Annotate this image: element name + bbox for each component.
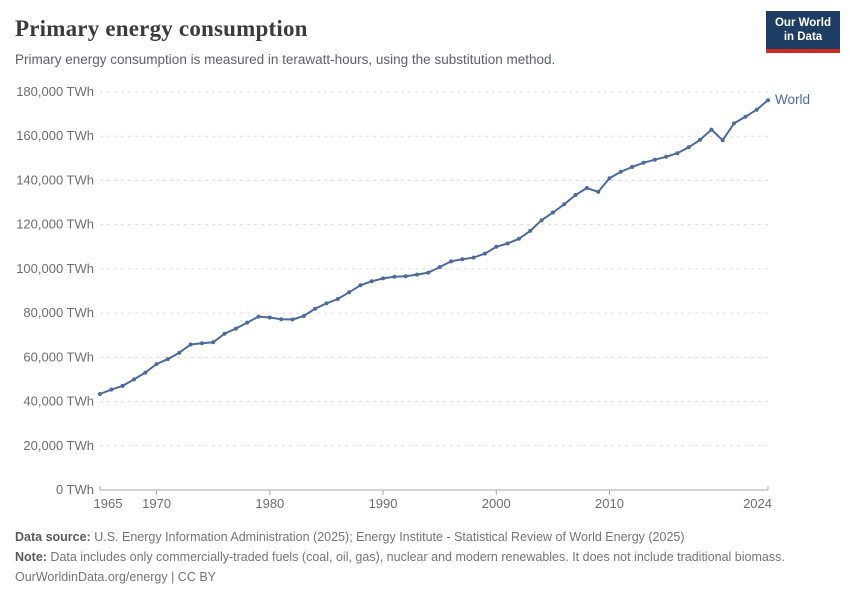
- data-point: [562, 202, 567, 207]
- datasource-label: Data source:: [15, 530, 91, 544]
- data-point: [313, 306, 318, 311]
- data-point: [324, 301, 329, 306]
- data-point: [132, 377, 136, 382]
- series-line-world[interactable]: [99, 99, 769, 395]
- x-axis-tick-label: 1965: [94, 496, 123, 511]
- data-point: [358, 283, 363, 288]
- data-point: [516, 236, 521, 241]
- x-axis-tick-label: 1980: [255, 496, 284, 511]
- x-axis-tick-label: 2024: [743, 496, 772, 511]
- x-axis-tick-label: 2000: [482, 496, 511, 511]
- x-axis-tick-label: 1990: [369, 496, 398, 511]
- owid-logo: Our World in Data: [766, 11, 840, 53]
- y-axis-tick-label: 140,000 TWh: [16, 172, 94, 187]
- data-point: [267, 315, 272, 320]
- data-point: [754, 107, 759, 112]
- note-text: Data includes only commercially-traded f…: [46, 550, 785, 564]
- data-point: [550, 210, 555, 215]
- y-axis-tick-label: 120,000 TWh: [16, 217, 94, 232]
- data-point: [743, 114, 748, 119]
- chart-subtitle: Primary energy consumption is measured i…: [15, 52, 556, 67]
- x-axis-tick-label: 2010: [595, 496, 624, 511]
- data-point: [539, 218, 544, 223]
- data-point: [335, 297, 340, 301]
- data-point: [449, 259, 453, 264]
- data-point: [630, 165, 635, 169]
- data-point: [482, 251, 487, 256]
- data-point: [290, 317, 295, 322]
- data-point: [618, 169, 623, 174]
- y-axis-tick-label: 80,000 TWh: [23, 305, 94, 320]
- data-point: [698, 137, 703, 142]
- data-point: [426, 270, 431, 275]
- datasource-line: Data source: U.S. Energy Information Adm…: [15, 527, 835, 547]
- data-point: [641, 160, 646, 165]
- data-point: [98, 392, 102, 396]
- data-point: [188, 342, 193, 347]
- data-point: [222, 331, 227, 336]
- data-point: [732, 121, 736, 126]
- note-line: Note: Data includes only commercially-tr…: [15, 547, 835, 567]
- data-point: [120, 383, 125, 388]
- owid-logo-line1: Our World: [774, 17, 831, 29]
- data-point: [584, 186, 589, 190]
- series-label-world[interactable]: World: [775, 92, 810, 107]
- data-point: [720, 138, 725, 143]
- y-axis-tick-label: 20,000 TWh: [23, 438, 94, 453]
- data-point: [471, 255, 476, 260]
- data-point: [256, 314, 261, 319]
- data-point: [596, 189, 601, 194]
- owid-logo-line2: in Data: [783, 31, 823, 43]
- y-axis-tick-label: 0 TWh: [56, 482, 94, 497]
- data-point: [652, 157, 657, 162]
- data-point: [573, 193, 578, 197]
- data-point: [686, 145, 691, 150]
- data-point: [437, 265, 442, 270]
- data-point: [279, 317, 284, 322]
- data-point: [766, 98, 770, 103]
- data-point: [301, 314, 306, 318]
- data-point: [664, 154, 669, 159]
- data-point: [245, 320, 250, 325]
- data-point: [381, 276, 386, 281]
- data-point: [369, 279, 374, 284]
- y-axis-tick-label: 60,000 TWh: [23, 349, 94, 364]
- data-point: [607, 176, 612, 181]
- data-point: [143, 370, 148, 375]
- y-axis-tick-label: 40,000 TWh: [23, 394, 94, 409]
- data-point: [415, 272, 419, 277]
- data-point: [177, 350, 182, 355]
- page-title: Primary energy consumption: [15, 16, 308, 41]
- license-line: OurWorldinData.org/energy | CC BY: [15, 570, 217, 584]
- data-point: [675, 151, 680, 156]
- data-point: [392, 274, 397, 279]
- chart-footer: Data source: U.S. Energy Information Adm…: [15, 527, 835, 587]
- data-point: [199, 341, 204, 346]
- data-point: [109, 387, 114, 392]
- data-point: [165, 357, 170, 362]
- data-point: [233, 326, 238, 331]
- chart-canvas[interactable]: 0 TWh 20,000 TWh 40,000 TWh 60,000 TWh 80,00…: [0, 0, 850, 520]
- data-point: [494, 244, 499, 249]
- data-point: [403, 274, 408, 279]
- data-point: [709, 127, 714, 132]
- note-label: Note:: [15, 550, 47, 564]
- data-point: [211, 340, 216, 345]
- datasource-text: U.S. Energy Information Administration (…: [90, 530, 685, 544]
- data-point: [347, 290, 352, 295]
- y-axis-tick-label: 180,000 TWh: [16, 84, 94, 99]
- data-point: [528, 228, 533, 233]
- data-point: [154, 362, 159, 366]
- data-point: [460, 257, 465, 262]
- x-axis-tick-label: 1970: [142, 496, 171, 511]
- y-axis-tick-label: 160,000 TWh: [16, 128, 94, 143]
- y-axis-tick-label: 100,000 TWh: [16, 261, 94, 276]
- data-point: [505, 241, 510, 246]
